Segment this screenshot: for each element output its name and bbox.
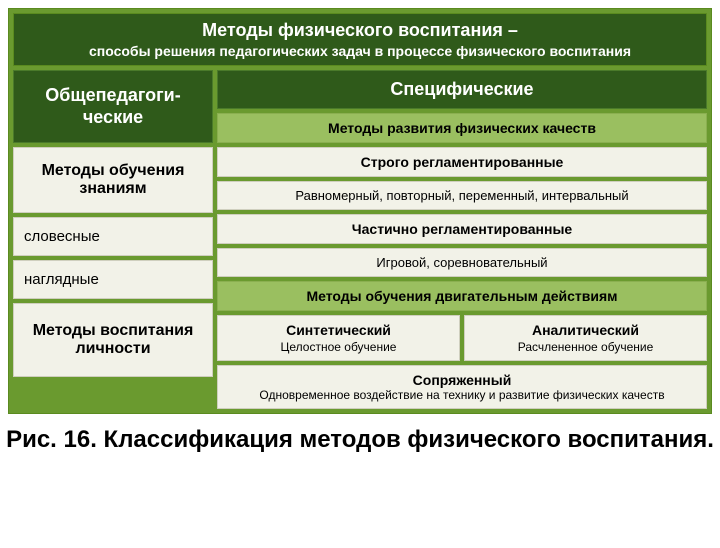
analytical-box: Аналитический Расчлененное обучение	[464, 315, 707, 361]
header-box: Методы физического воспитания – способы …	[13, 13, 707, 66]
figure-caption: Рис. 16. Классификация методов физическо…	[0, 426, 720, 454]
synthetic-title: Синтетический	[222, 322, 455, 338]
synthetic-sub: Целостное обучение	[222, 340, 455, 354]
analytical-sub: Расчлененное обучение	[469, 340, 702, 354]
strict-reg-sub-box: Равномерный, повторный, переменный, инте…	[217, 181, 707, 210]
left-column: Общепедагоги- ческие Методы обучения зна…	[13, 70, 213, 409]
right-column: Специфические Методы развития физических…	[217, 70, 707, 409]
header-title: Методы физического воспитания –	[22, 20, 698, 41]
personality-methods-box: Методы воспитания личности	[13, 303, 213, 377]
columns: Общепедагоги- ческие Методы обучения зна…	[13, 70, 707, 409]
specific-box: Специфические	[217, 70, 707, 109]
combined-box: Сопряженный Одновременное воздействие на…	[217, 365, 707, 409]
partial-reg-box: Частично регламентированные	[217, 214, 707, 244]
synthetic-box: Синтетический Целостное обучение	[217, 315, 460, 361]
combined-sub: Одновременное воздействие на технику и р…	[222, 388, 702, 402]
analytical-title: Аналитический	[469, 322, 702, 338]
phys-qualities-box: Методы развития физических качеств	[217, 113, 707, 143]
partial-reg-sub-box: Игровой, соревновательный	[217, 248, 707, 277]
synth-anal-row: Синтетический Целостное обучение Аналити…	[217, 315, 707, 361]
strict-reg-box: Строго регламентированные	[217, 147, 707, 177]
motor-actions-box: Методы обучения двигательным действиям	[217, 281, 707, 311]
verbal-box: словесные	[13, 217, 213, 256]
visual-box: наглядные	[13, 260, 213, 299]
general-pedagogical-box: Общепедагоги- ческие	[13, 70, 213, 143]
methods-knowledge-box: Методы обучения знаниям	[13, 147, 213, 213]
header-subtitle: способы решения педагогических задач в п…	[22, 43, 698, 59]
diagram-container: Методы физического воспитания – способы …	[8, 8, 712, 414]
combined-title: Сопряженный	[222, 372, 702, 388]
